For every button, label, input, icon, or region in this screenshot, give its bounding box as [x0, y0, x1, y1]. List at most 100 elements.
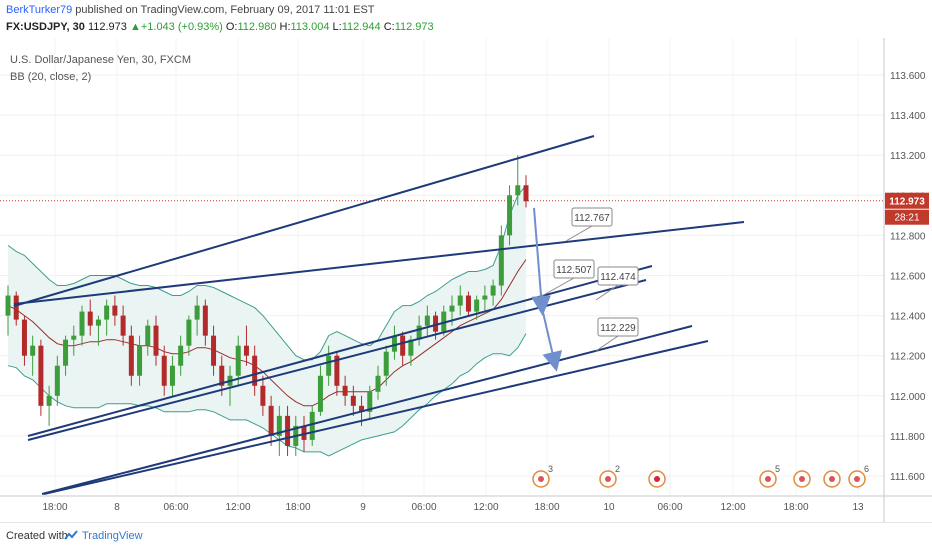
author-link[interactable]: BerkTurker79	[6, 4, 73, 16]
candle	[515, 155, 521, 206]
bar-countdown-label: 28:21	[894, 213, 919, 224]
candle	[441, 305, 447, 336]
candle-body	[433, 315, 439, 332]
x-tick-label: 9	[360, 502, 366, 513]
candle	[38, 339, 44, 416]
candle	[153, 315, 159, 366]
candle-body	[46, 395, 52, 406]
candle	[375, 365, 381, 400]
y-tick-label: 113.200	[890, 151, 926, 162]
candle	[169, 355, 175, 396]
candle	[211, 325, 217, 376]
candle-body	[474, 299, 480, 312]
candle	[128, 325, 134, 386]
callout-pointer	[565, 225, 593, 242]
x-tick-label: 12:00	[225, 502, 250, 513]
high-value: 113.004	[290, 21, 330, 33]
change-value: +1.043 (+0.93%)	[140, 21, 223, 33]
candle-body	[120, 315, 126, 336]
trendline[interactable]	[43, 340, 709, 495]
candle-body	[490, 285, 496, 296]
price-callout[interactable]: 112.507	[539, 259, 595, 298]
candle-body	[326, 355, 332, 376]
economic-event-icon[interactable]: 5	[759, 464, 780, 488]
change-up-icon: ▲	[129, 21, 141, 33]
candle-body	[465, 295, 471, 312]
economic-event-icon[interactable]	[823, 470, 841, 488]
symbol-label[interactable]: FX:USDJPY, 30	[6, 21, 85, 33]
x-tick-label: 18:00	[534, 502, 559, 513]
y-tick-label: 111.800	[890, 432, 925, 443]
symbol-info-bar: FX:USDJPY, 30 112.973 ▲+1.043 (+0.93%) O…	[6, 21, 434, 33]
indicator-label[interactable]: BB (20, close, 2)	[10, 71, 92, 83]
event-flag-icon	[765, 476, 771, 482]
candle	[202, 299, 208, 346]
candle	[137, 335, 143, 386]
candle-body	[391, 335, 397, 352]
chart-title: U.S. Dollar/Japanese Yen, 30, FXCM	[10, 54, 191, 66]
tradingview-link[interactable]: TradingView	[82, 530, 143, 542]
candle-body	[54, 365, 60, 396]
chart-canvas[interactable]: 112.767 112.507 112.474 112.229 3 2 5 6 113.60…	[0, 38, 932, 522]
bollinger-upper	[7, 184, 527, 361]
candle	[161, 345, 167, 396]
economic-event-icon[interactable]	[793, 470, 811, 488]
economic-event-icon[interactable]	[648, 470, 666, 488]
candle	[5, 285, 11, 336]
candle	[54, 355, 60, 406]
candle-body	[507, 195, 513, 236]
candle	[268, 395, 274, 446]
candle	[474, 295, 480, 320]
forecast-arrow[interactable]	[531, 207, 552, 316]
candle	[87, 299, 93, 336]
candle-body	[424, 315, 430, 326]
candle	[145, 319, 151, 356]
candle-body	[87, 311, 93, 326]
economic-event-icon[interactable]: 3	[532, 464, 553, 488]
callout-box	[553, 259, 595, 279]
candle	[523, 175, 529, 208]
y-tick-label: 112.200	[890, 352, 926, 363]
candle	[424, 305, 430, 336]
forecast-arrow[interactable]	[541, 307, 563, 372]
callout-box	[571, 207, 613, 227]
economic-event-icon[interactable]: 6	[848, 464, 869, 488]
event-flag-icon	[829, 476, 835, 482]
open-value: 112.980	[237, 21, 277, 33]
publish-info: BerkTurker79 published on TradingView.co…	[6, 4, 375, 16]
candle-body	[252, 355, 258, 386]
candle	[112, 295, 118, 326]
candle	[490, 279, 496, 306]
candle-body	[112, 305, 118, 316]
event-flag-icon	[654, 476, 660, 482]
x-tick-label: 18:00	[783, 502, 808, 513]
candle-body	[482, 295, 488, 300]
candle	[63, 335, 69, 376]
event-badge: 2	[615, 464, 620, 474]
x-tick-label: 12:00	[720, 502, 745, 513]
economic-event-icon[interactable]: 2	[599, 464, 620, 488]
trendline[interactable]	[27, 265, 653, 437]
price-callout[interactable]: 112.229	[595, 317, 639, 352]
trendline[interactable]	[41, 325, 693, 495]
candle-body	[498, 235, 504, 286]
candle-body	[95, 319, 101, 326]
trendline[interactable]	[13, 221, 745, 305]
candle	[457, 285, 463, 316]
callout-label: 112.507	[556, 265, 592, 276]
candle-body	[38, 345, 44, 406]
bollinger-lower	[7, 333, 527, 457]
candle	[186, 315, 192, 356]
candle-body	[375, 375, 381, 392]
trendline[interactable]	[13, 135, 595, 307]
low-value: 112.944	[341, 21, 381, 33]
callout-pointer	[595, 284, 619, 301]
price-callout[interactable]: 112.474	[595, 266, 639, 301]
candle	[367, 385, 373, 420]
price-chart[interactable]: 112.767 112.507 112.474 112.229 3 2 5 6 113.60…	[0, 38, 932, 522]
price-callout[interactable]: 112.767	[565, 207, 613, 242]
candle	[276, 405, 282, 456]
event-badge: 3	[548, 464, 553, 474]
bollinger-basis	[7, 259, 527, 407]
candle-body	[260, 385, 266, 406]
